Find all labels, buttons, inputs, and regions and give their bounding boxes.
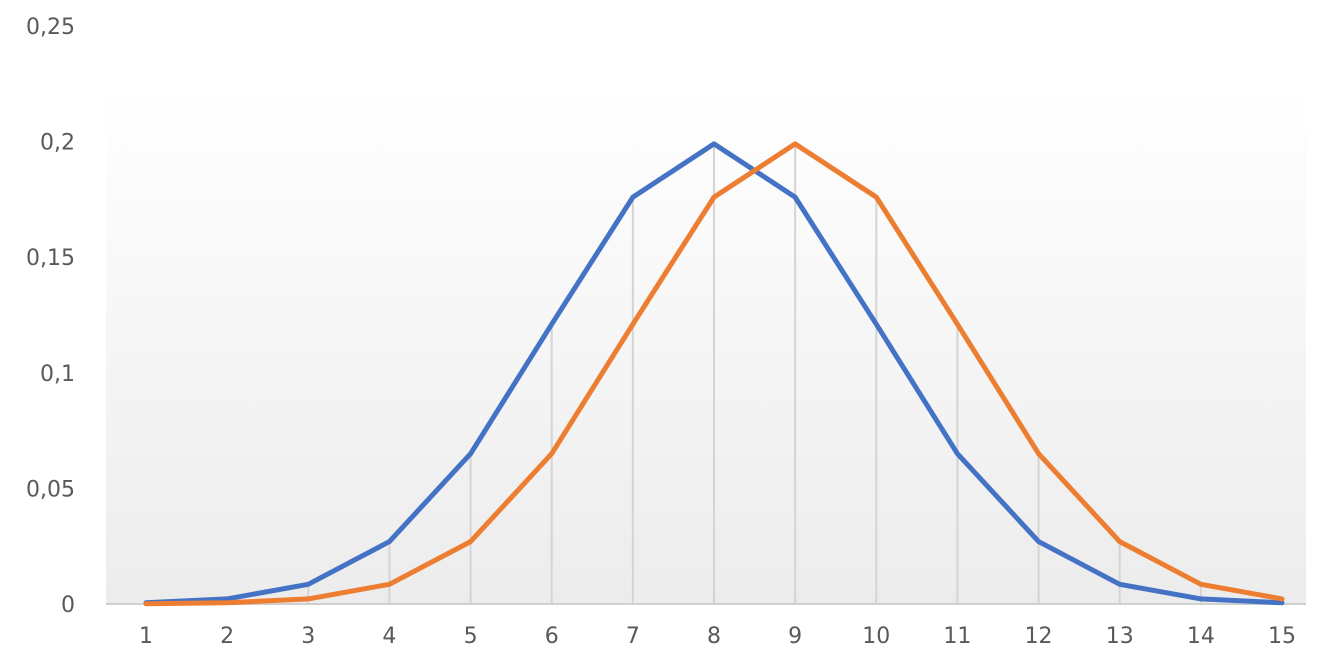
x-tick-label: 7	[626, 624, 640, 649]
x-tick-label: 12	[1025, 624, 1053, 649]
y-tick-label: 0,15	[26, 246, 75, 271]
y-tick-label: 0	[61, 593, 75, 618]
x-tick-label: 6	[545, 624, 559, 649]
x-tick-label: 10	[862, 624, 890, 649]
x-tick-label: 3	[301, 624, 315, 649]
x-tick-label: 13	[1106, 624, 1134, 649]
series-line-1	[143, 141, 1285, 606]
x-tick-label: 8	[707, 624, 721, 649]
x-tick-label: 11	[943, 624, 971, 649]
x-tick-label: 5	[464, 624, 478, 649]
x-axis-tick-labels: 1 2 3 4 5 6 7 8 9 10 11 12 13 14 15	[139, 624, 1296, 649]
y-axis-tick-labels: 0 0,05 0,1 0,15 0,2 0,25	[26, 15, 75, 618]
y-tick-label: 0,05	[26, 477, 75, 502]
x-tick-label: 4	[382, 624, 396, 649]
series-line-2	[143, 141, 1285, 607]
x-tick-label: 15	[1268, 624, 1296, 649]
drop-lines	[145, 143, 1283, 604]
x-tick-label: 2	[220, 624, 234, 649]
x-tick-label: 1	[139, 624, 153, 649]
series-lines	[143, 141, 1285, 607]
y-tick-label: 0,2	[40, 131, 75, 156]
x-tick-label: 14	[1187, 624, 1215, 649]
x-tick-label: 9	[788, 624, 802, 649]
y-tick-label: 0,25	[26, 15, 75, 40]
y-tick-label: 0,1	[40, 362, 75, 387]
plot-area	[106, 85, 1306, 604]
